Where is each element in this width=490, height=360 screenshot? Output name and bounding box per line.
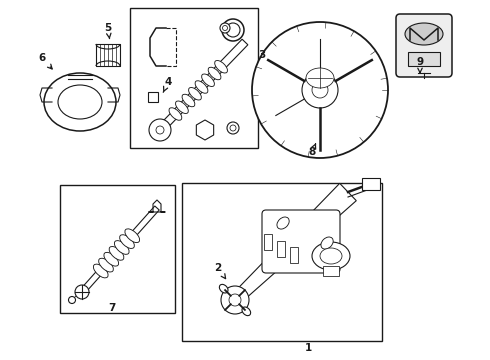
FancyBboxPatch shape	[262, 210, 340, 273]
Ellipse shape	[321, 237, 333, 249]
Circle shape	[252, 22, 388, 158]
Polygon shape	[231, 183, 356, 304]
FancyBboxPatch shape	[396, 14, 452, 77]
Ellipse shape	[125, 229, 140, 243]
Ellipse shape	[195, 81, 208, 93]
Ellipse shape	[242, 307, 250, 316]
Bar	[323, 266, 339, 276]
Text: 2: 2	[215, 263, 225, 279]
Ellipse shape	[109, 247, 124, 260]
Circle shape	[227, 122, 239, 134]
Ellipse shape	[405, 23, 443, 45]
Bar	[60, 185, 175, 313]
Circle shape	[222, 26, 227, 31]
Circle shape	[302, 72, 338, 108]
Bar	[408, 52, 440, 66]
Ellipse shape	[58, 85, 102, 119]
Ellipse shape	[208, 67, 221, 80]
Polygon shape	[196, 120, 214, 140]
Circle shape	[149, 119, 171, 141]
Bar	[264, 234, 272, 251]
Text: 4: 4	[163, 77, 172, 92]
Ellipse shape	[222, 19, 244, 41]
Bar	[148, 92, 158, 102]
Circle shape	[229, 294, 241, 306]
Ellipse shape	[202, 74, 215, 86]
Ellipse shape	[44, 73, 116, 131]
Polygon shape	[80, 206, 159, 294]
Bar	[130, 8, 258, 148]
Ellipse shape	[169, 108, 182, 120]
Circle shape	[75, 285, 89, 299]
Ellipse shape	[175, 101, 188, 113]
Ellipse shape	[312, 242, 350, 270]
Circle shape	[69, 297, 75, 303]
Bar	[362, 178, 380, 190]
Text: 6: 6	[38, 53, 52, 69]
Text: 9: 9	[416, 57, 423, 73]
Circle shape	[156, 126, 164, 134]
Ellipse shape	[98, 258, 113, 272]
Text: 1: 1	[304, 343, 312, 353]
Circle shape	[230, 125, 236, 131]
Ellipse shape	[104, 252, 119, 266]
Ellipse shape	[182, 94, 195, 107]
Bar	[290, 247, 298, 264]
Ellipse shape	[215, 60, 227, 73]
Ellipse shape	[226, 23, 240, 37]
Ellipse shape	[114, 240, 129, 255]
Ellipse shape	[306, 68, 334, 88]
Circle shape	[221, 286, 249, 314]
Ellipse shape	[94, 264, 108, 278]
Ellipse shape	[320, 248, 342, 264]
Text: 3: 3	[258, 50, 266, 60]
Ellipse shape	[120, 235, 134, 248]
Ellipse shape	[189, 87, 201, 100]
Text: 8: 8	[308, 144, 316, 157]
Polygon shape	[155, 39, 248, 135]
Text: 7: 7	[108, 303, 116, 313]
Circle shape	[220, 23, 230, 33]
Bar	[182, 183, 382, 341]
Bar	[277, 241, 285, 257]
Ellipse shape	[220, 284, 228, 293]
Circle shape	[312, 82, 328, 98]
Ellipse shape	[277, 217, 289, 229]
Text: 5: 5	[104, 23, 112, 39]
Ellipse shape	[151, 125, 165, 139]
